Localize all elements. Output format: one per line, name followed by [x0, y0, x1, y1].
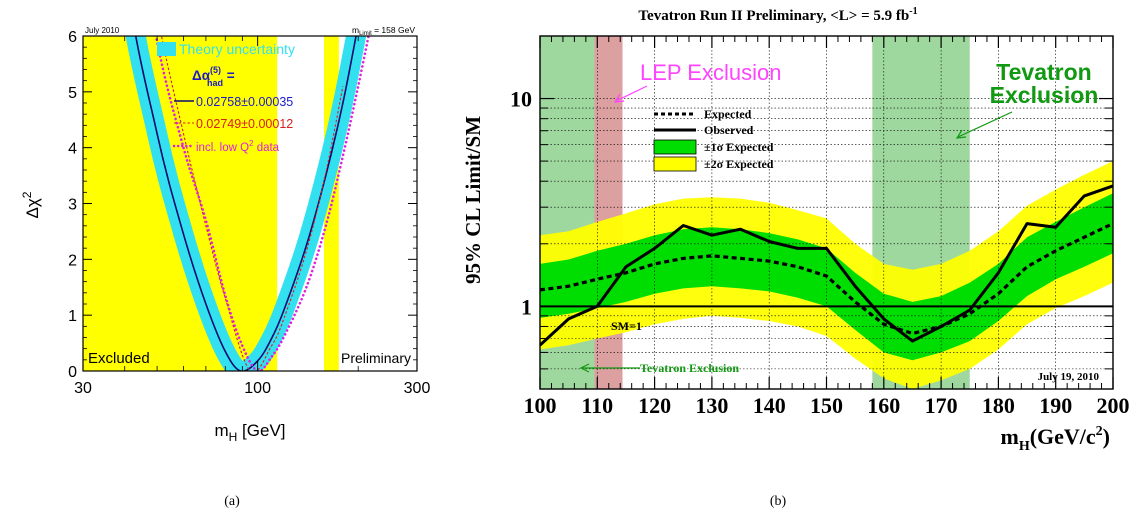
expected-line: [540, 222, 1113, 336]
legend-2sigma: ±2σ Expected: [704, 157, 774, 171]
x-tick-label: 200: [1097, 393, 1130, 418]
legend-expected: Expected: [704, 107, 752, 121]
panel-a-plot-area: [83, 36, 370, 371]
preliminary-label: Preliminary: [341, 350, 411, 366]
panel-b-xlabel: mH(GeV/c2): [1000, 424, 1110, 454]
bottom-tevatron-arrowhead: [579, 363, 590, 373]
panel-a-caption: (a): [224, 494, 240, 509]
legend-entry-2: 0.02749±0.00012: [196, 117, 293, 131]
curve-dashed: [160, 36, 344, 371]
sm-label: SM=1: [611, 319, 642, 333]
y-tick-label: 3: [68, 197, 77, 214]
tevatron-arrow: [957, 111, 1013, 138]
x-tick-label: 180: [982, 393, 1015, 418]
panel-b-caption: (b): [770, 494, 787, 509]
x-tick-label: 140: [753, 393, 786, 418]
x-tick-label: 190: [1039, 393, 1072, 418]
legend-header: Δα(5) had =: [192, 65, 235, 88]
legend-band-swatch: [157, 42, 176, 56]
lep-exclusion-label: LEP Exclusion: [640, 60, 781, 85]
x-tick-label: 130: [695, 393, 728, 418]
chi2-curves: [134, 36, 370, 371]
panel-a-legend: Theory uncertainty Δα(5) had = 0.02758±0.…: [157, 41, 295, 154]
y-tick-label: 0: [68, 364, 77, 381]
date-label: July 19, 2010: [1038, 371, 1100, 383]
excluded-label: Excluded: [88, 350, 150, 367]
y-tick-label: 4: [68, 141, 77, 158]
legend-1sigma: ±1σ Expected: [704, 140, 774, 154]
grid: [540, 36, 1113, 389]
x-tick-label: 300: [404, 380, 431, 397]
legend-2sigma-swatch: [653, 156, 697, 172]
lep-arrow: [615, 85, 648, 102]
panel-b-legend: Expected Observed ±1σ Expected ±2σ Expec…: [653, 107, 774, 172]
panel-b-plot-area: [540, 36, 1113, 389]
panel-a-date-note: July 2010: [85, 26, 120, 35]
tevatron-exclusion-label-2: Exclusion: [990, 82, 1099, 108]
y-tick-label: 5: [68, 85, 77, 102]
y-tick-label: 10: [510, 87, 532, 112]
x-tick-label: 160: [867, 393, 900, 418]
tevatron-exclusion-label-1: Tevatron: [996, 59, 1091, 85]
legend-1sigma-swatch: [653, 139, 697, 155]
x-tick-label: 120: [638, 393, 671, 418]
x-tick-label: 170: [925, 393, 958, 418]
lep-arrowhead: [613, 93, 625, 103]
y-tick-label: 2: [68, 252, 77, 269]
x-tick-label: 110: [581, 393, 613, 418]
panel-b: Tevatron Run II Preliminary, <L> = 5.9 f…: [461, 6, 1130, 509]
x-tick-label: 30: [74, 380, 92, 397]
panel-a-axes: 0 1 2 3 4 5 6 30 100 300: [68, 29, 430, 397]
bottom-tevatron-label: Tevatron Exclusion: [640, 361, 739, 375]
y-tick-label: 1: [521, 294, 532, 319]
panel-b-ylabel: 95% CL Limit/SM: [461, 116, 485, 284]
y-tick-label: 6: [68, 29, 77, 46]
observed-line: [540, 184, 1113, 347]
panel-b-title: Tevatron Run II Preliminary, <L> = 5.9 f…: [638, 6, 917, 24]
legend-observed: Observed: [704, 123, 754, 137]
tevatron-arrowhead: [955, 129, 967, 139]
legend-band-label: Theory uncertainty: [179, 41, 295, 57]
x-tick-label: 100: [244, 380, 271, 397]
panel-a: 0 1 2 3 4 5 6 30 100 300 July 2010 mLimit = 158 G…: [20, 25, 430, 509]
limit-curves: [540, 184, 1113, 347]
legend-entry-1: 0.02758±0.00035: [196, 95, 293, 109]
y-tick-label: 1: [68, 308, 77, 325]
legend-entry-3: incl. low Q2 data: [196, 139, 280, 154]
x-tick-label: 150: [810, 393, 843, 418]
x-tick-label: 100: [524, 393, 557, 418]
panel-a-ylabel: Δχ2: [20, 191, 42, 218]
curve-dotted: [154, 36, 370, 371]
panel-a-xlabel: mH [GeV]: [214, 421, 285, 444]
panel-a-mlimit-note: mLimit = 158 GeV: [352, 25, 415, 37]
